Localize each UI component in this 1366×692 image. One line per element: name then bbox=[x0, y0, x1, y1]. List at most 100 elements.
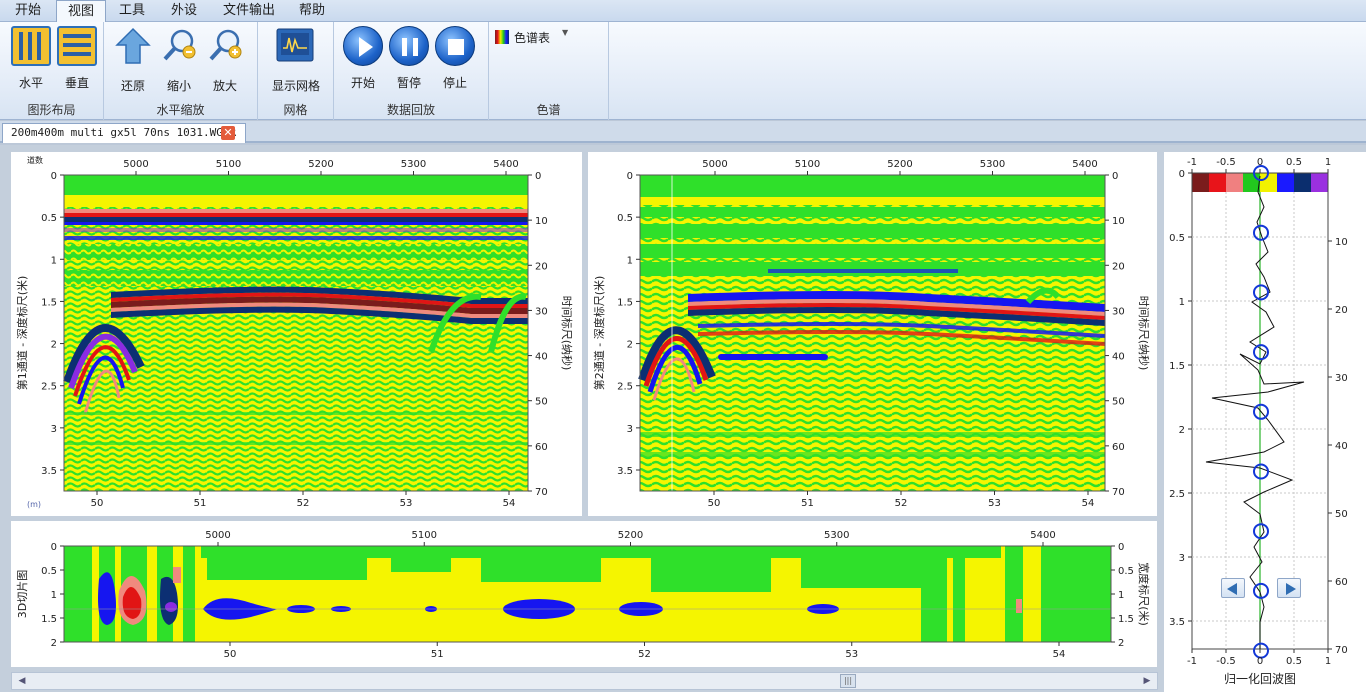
palette-swatch bbox=[1226, 173, 1243, 192]
menu-tab-help[interactable]: 帮助 bbox=[298, 3, 325, 18]
menu-tab-file-output[interactable]: 文件输出 bbox=[222, 3, 275, 18]
waveform-marker[interactable] bbox=[1253, 642, 1269, 659]
palette-swatch bbox=[1311, 173, 1328, 192]
channel2-top-tick-label: 5100 bbox=[795, 159, 820, 170]
waveform-left-tick-label: 3 bbox=[1179, 553, 1185, 564]
palette-swatch bbox=[1192, 173, 1209, 192]
menu-tab-start[interactable]: 开始 bbox=[14, 3, 41, 18]
slice-image[interactable]: 5000 5100 5200 5300 5400 50 51 52 53 54 0 0.5 1 1.5… bbox=[11, 521, 1157, 667]
waveform-marker[interactable] bbox=[1253, 582, 1269, 599]
zoom-in-button[interactable]: 放大 bbox=[202, 26, 248, 94]
waveform-left-tick-label: 2.5 bbox=[1169, 489, 1185, 500]
restore-button[interactable]: 还原 bbox=[110, 26, 156, 94]
waveform-bottom-tick-label: -1 bbox=[1187, 656, 1197, 667]
channel1-left-tick-label: 1.5 bbox=[41, 297, 57, 308]
waveform-bottom-axis: -1 -0.5 0 0.5 1 bbox=[1187, 649, 1331, 667]
channel1-right-axis: 0 10 20 30 40 50 60 70 bbox=[528, 171, 548, 498]
menu-tab-tools[interactable]: 工具 bbox=[118, 3, 145, 18]
channel1-right-tick-label: 50 bbox=[535, 397, 548, 408]
menu-tab-peripherals[interactable]: 外设 bbox=[170, 3, 197, 18]
waveform-bottom-tick-label: 0.5 bbox=[1286, 656, 1302, 667]
vertical-layout-button[interactable]: 垂直 bbox=[54, 26, 100, 91]
channel1-image bbox=[63, 175, 528, 491]
waveform-right-tick-label: 20 bbox=[1335, 305, 1348, 316]
channel1-left-tick-label: 0.5 bbox=[41, 213, 57, 224]
channel1-right-tick-label: 40 bbox=[535, 352, 548, 363]
channel1-radargram[interactable]: 道数 (m) 5000 5100 5200 5300 5400 50 51 52 53 54 0… bbox=[11, 152, 582, 516]
channel1-right-tick-label: 10 bbox=[535, 216, 548, 227]
stop-icon bbox=[435, 26, 475, 66]
waveform-left-tick-label: 3.5 bbox=[1169, 617, 1185, 628]
waveform-right-tick-label: 10 bbox=[1335, 237, 1348, 248]
up-arrow-icon bbox=[115, 27, 151, 64]
close-icon[interactable]: ✕ bbox=[221, 126, 235, 140]
palette-icon bbox=[495, 30, 509, 44]
waveform-marker[interactable] bbox=[1253, 165, 1269, 181]
pause-button[interactable]: 暂停 bbox=[386, 26, 432, 91]
channel2-bottom-tick-label: 54 bbox=[1082, 498, 1095, 509]
palette-swatch bbox=[1209, 173, 1226, 192]
channel1-corner-label: 道数 bbox=[27, 155, 43, 165]
slice-left-tick-label: 0 bbox=[51, 542, 57, 553]
waveform-plot[interactable]: -1 -0.5 0 0.5 1 -1 -0.5 0 0.5 1 0 0.5 1 1.5 2 2.5 3 3.5… bbox=[1164, 152, 1366, 692]
channel1-right-axis-label: 时间标尺(纳秒) bbox=[560, 296, 574, 371]
waveform-marker[interactable] bbox=[1253, 403, 1269, 420]
channel1-bottom-tick-label: 51 bbox=[194, 498, 207, 509]
horizontal-layout-button[interactable]: 水平 bbox=[8, 26, 54, 91]
slice-top-axis: 5000 5100 5200 5300 5400 bbox=[205, 530, 1056, 546]
palette-dropdown[interactable]: 色谱表 ▼ bbox=[495, 28, 575, 46]
channel2-top-tick-label: 5200 bbox=[887, 159, 912, 170]
waveform-right-tick-label: 40 bbox=[1335, 441, 1348, 452]
channel2-top-axis: 5000 5100 5200 5300 5400 bbox=[702, 159, 1098, 175]
waveform-marker[interactable] bbox=[1253, 344, 1269, 361]
channel1-bottom-tick-label: 50 bbox=[91, 498, 104, 509]
channel1-right-tick-label: 30 bbox=[535, 306, 548, 317]
channel2-right-tick-label: 60 bbox=[1112, 442, 1125, 453]
channel2-right-tick-label: 10 bbox=[1112, 216, 1125, 227]
slice-left-tick-label: 0.5 bbox=[41, 566, 57, 577]
waveform-right-tick-label: 50 bbox=[1335, 509, 1348, 520]
waveform-right-tick-label: 60 bbox=[1335, 577, 1348, 588]
previous-trace-button[interactable] bbox=[1221, 578, 1245, 598]
waveform-marker[interactable] bbox=[1253, 224, 1269, 241]
menu-tab-view[interactable]: 视图 bbox=[56, 0, 106, 23]
channel2-left-tick-label: 2.5 bbox=[617, 382, 633, 393]
waveform-top-tick-label: -1 bbox=[1187, 157, 1197, 168]
waveform-bottom-tick-label: 0 bbox=[1257, 656, 1263, 667]
waveform-left-tick-label: 2 bbox=[1179, 425, 1185, 436]
channel1-right-tick-label: 20 bbox=[535, 261, 548, 272]
channel1-right-tick-label: 70 bbox=[535, 487, 548, 498]
channel2-right-axis-label: 时间标尺(纳秒) bbox=[1137, 296, 1151, 371]
ribbon-group-playback: 开始 暂停 停止 数据回放 bbox=[334, 22, 489, 120]
next-trace-button[interactable] bbox=[1277, 578, 1301, 598]
channel2-left-tick-label: 0 bbox=[627, 171, 633, 182]
channel1-top-tick-label: 5000 bbox=[123, 159, 148, 170]
stop-label: 停止 bbox=[442, 76, 467, 90]
scrollbar-thumb[interactable]: ||| bbox=[840, 674, 856, 688]
waveform-marker[interactable] bbox=[1253, 523, 1269, 540]
vertical-bars-icon bbox=[11, 26, 51, 66]
slice-top-tick-label: 5400 bbox=[1030, 530, 1055, 541]
channel1-left-tick-label: 0 bbox=[51, 171, 57, 182]
channel2-left-axis-label: 第2通道 - 深度标尺(米) bbox=[592, 276, 606, 391]
scroll-left-icon[interactable]: ◀ bbox=[18, 676, 26, 686]
waveform-top-tick-label: -0.5 bbox=[1216, 157, 1236, 168]
document-tab[interactable]: 200m400m multi gx5l 70ns 1031.WGPR ✕ bbox=[2, 123, 246, 143]
slice-bottom-tick-label: 53 bbox=[845, 649, 858, 660]
ribbon: 水平 垂直 图形布局 还原 缩小 bbox=[0, 22, 1366, 120]
waveform-marker[interactable] bbox=[1253, 463, 1269, 480]
channel2-radargram[interactable]: 5000 5100 5200 5300 5400 50 51 52 53 54 0 0.5 1 1.5… bbox=[588, 152, 1157, 516]
zoom-out-button[interactable]: 缩小 bbox=[156, 26, 202, 94]
waveform-left-tick-label: 1 bbox=[1179, 297, 1185, 308]
zoom-in-label: 放大 bbox=[212, 79, 237, 93]
waveform-marker[interactable] bbox=[1253, 284, 1269, 301]
channel2-left-tick-label: 1 bbox=[627, 255, 633, 266]
show-grid-button[interactable]: 显示网格 bbox=[272, 26, 320, 94]
pause-icon bbox=[389, 26, 429, 66]
channel1-top-tick-label: 5300 bbox=[401, 159, 426, 170]
play-button[interactable]: 开始 bbox=[340, 26, 386, 91]
stop-button[interactable]: 停止 bbox=[432, 26, 478, 91]
scroll-right-icon[interactable]: ▶ bbox=[1143, 676, 1151, 686]
waveform-left-axis: 0 0.5 1 1.5 2 2.5 3 3.5 bbox=[1169, 169, 1192, 628]
horizontal-scrollbar[interactable]: ◀ ||| ▶ bbox=[11, 672, 1158, 690]
